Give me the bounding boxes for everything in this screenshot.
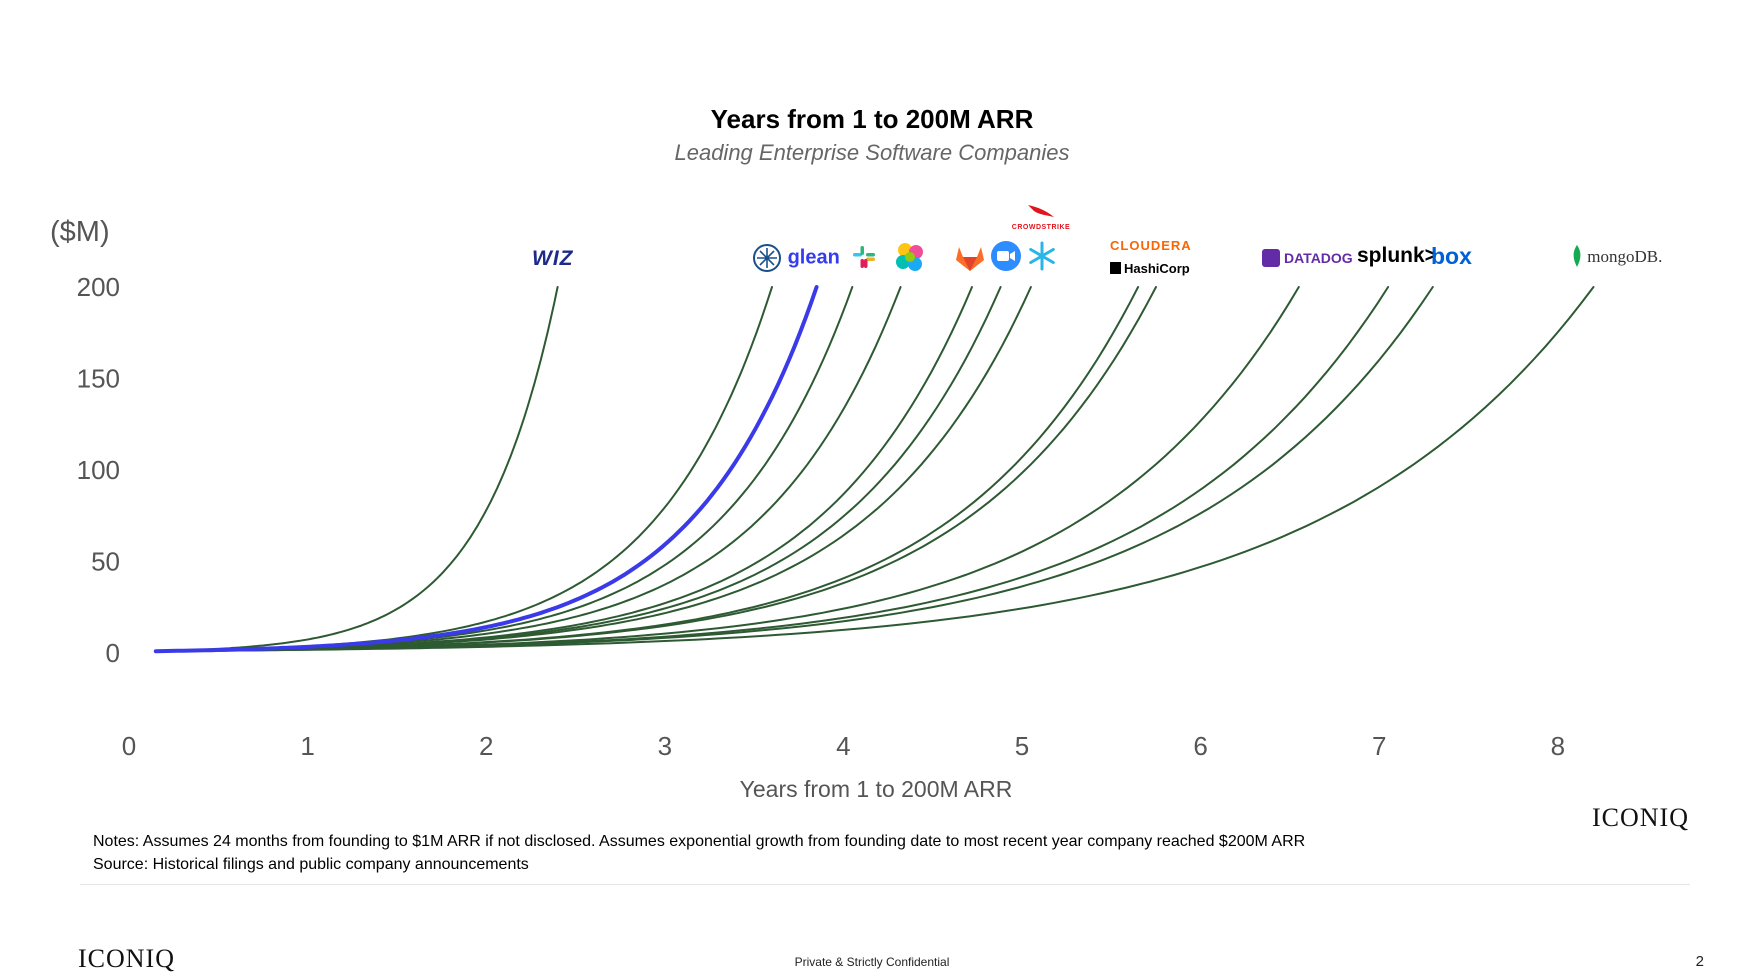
- series-line-zoom: [154, 286, 1002, 653]
- x-tick-label: 5: [1015, 731, 1029, 761]
- footer-divider: [80, 884, 1690, 885]
- glean-icon: [753, 244, 781, 272]
- slack-icon: [853, 246, 875, 268]
- x-tick-label: 8: [1551, 731, 1565, 761]
- series-line-splunk: [154, 286, 1390, 653]
- mongodb-leaf-icon: [1573, 245, 1581, 267]
- glean-wordmark: glean: [787, 246, 840, 269]
- hashicorp-logo: HashiCorp: [1110, 261, 1190, 276]
- x-tick-label: 0: [122, 731, 136, 761]
- y-tick-label: 200: [77, 272, 120, 302]
- iconiq-brand-mark: ICONIQ: [1592, 803, 1689, 832]
- chart-notes: Notes: Assumes 24 months from founding t…: [93, 830, 1305, 876]
- datadog-wordmark: DATADOG: [1284, 250, 1353, 266]
- series-line-cloudera: [154, 286, 1140, 653]
- notes-line-1: Notes: Assumes 24 months from founding t…: [93, 833, 1306, 850]
- datadog-logo: DATADOG: [1262, 249, 1353, 267]
- splunk-logo: splunk>: [1357, 244, 1437, 267]
- chart-title: Years from 1 to 200M ARR: [710, 104, 1034, 134]
- x-tick-label: 4: [836, 731, 850, 761]
- page-number: 2: [1695, 953, 1704, 970]
- confidentiality-notice: Private & Strictly Confidential: [794, 955, 950, 969]
- y-tick-label: 150: [77, 364, 120, 394]
- series-line-gitlab: [154, 286, 973, 653]
- series-line-snowflake: [154, 286, 1032, 653]
- series-line-datadog: [154, 286, 1300, 653]
- notes-source: Source: Historical filings and public co…: [93, 856, 529, 873]
- hashicorp-wordmark: HashiCorp: [1124, 261, 1190, 276]
- box-logo: box: [1431, 243, 1472, 269]
- y-tick-label: 100: [77, 455, 120, 485]
- datadog-icon: [1262, 249, 1280, 267]
- snowflake-icon: [1029, 241, 1055, 271]
- crowdstrike-logo: CROWDSTRIKE: [1010, 203, 1072, 231]
- series-line-mongodb: [154, 286, 1595, 653]
- crowdstrike-wordmark: CROWDSTRIKE: [1011, 224, 1071, 231]
- x-tick-label: 1: [300, 731, 314, 761]
- x-tick-label: 2: [479, 731, 493, 761]
- y-axis-unit-label: ($M): [50, 216, 110, 248]
- hashicorp-icon: [1110, 262, 1121, 274]
- series-line-glean: [154, 286, 773, 653]
- mongodb-logo: mongoDB.: [1571, 245, 1662, 267]
- mongodb-wordmark: mongoDB.: [1587, 247, 1663, 266]
- y-tick-label: 0: [106, 638, 120, 668]
- glean-logo: glean: [752, 243, 840, 273]
- zoom-icon: [991, 241, 1021, 271]
- x-tick-label: 7: [1372, 731, 1386, 761]
- series-line-wiz: [154, 286, 559, 653]
- wiz-logo: WIZ: [532, 247, 574, 270]
- footer-brand-logo: ICONIQ: [78, 944, 175, 973]
- cloudera-logo: CLOUDERA: [1110, 238, 1192, 253]
- series-line-elastic: [154, 286, 854, 653]
- x-tick-label: 6: [1193, 731, 1207, 761]
- crowdstrike-falcon-icon: [1028, 205, 1054, 217]
- y-tick-label: 50: [91, 547, 120, 577]
- x-tick-label: 3: [658, 731, 672, 761]
- x-axis-label: Years from 1 to 200M ARR: [740, 776, 1013, 802]
- series-line-slack: [153, 285, 819, 654]
- chart-subtitle: Leading Enterprise Software Companies: [674, 140, 1070, 165]
- series-line-hashicorp: [154, 286, 1157, 653]
- elastic-icon: [896, 243, 923, 271]
- gitlab-icon: [956, 247, 984, 271]
